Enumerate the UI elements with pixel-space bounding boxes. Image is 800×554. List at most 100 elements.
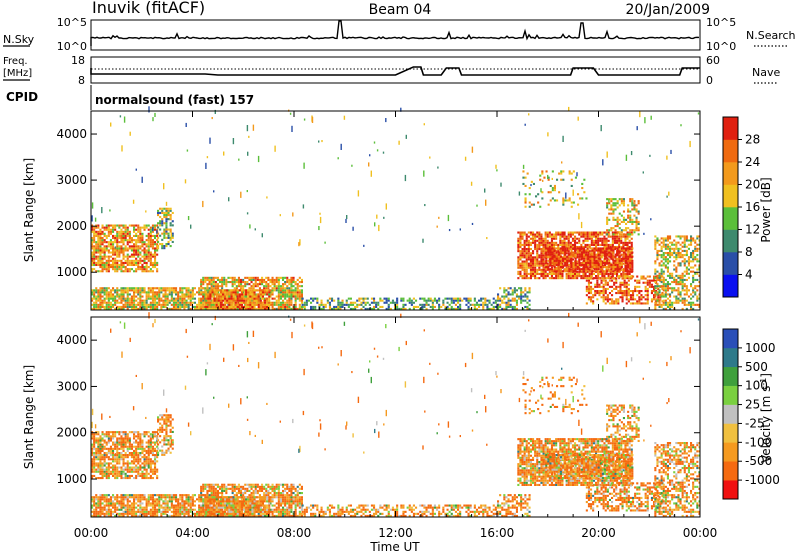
power-cell [578, 231, 581, 234]
power-cell [519, 239, 522, 242]
power-cell [151, 305, 154, 308]
power-cell [525, 256, 528, 259]
power-cell [267, 283, 270, 286]
power-cell [610, 270, 613, 273]
power-cell [696, 297, 699, 300]
power-cell [544, 239, 547, 242]
power-cell [165, 245, 168, 248]
power-cell [345, 301, 348, 304]
power-cell [671, 252, 674, 255]
power-cell [653, 277, 656, 280]
power-cell [187, 297, 190, 300]
power-cell [588, 235, 591, 238]
power-cell [623, 279, 626, 282]
power-cell [566, 257, 569, 260]
power-cell [469, 303, 472, 306]
power-cell [261, 295, 264, 298]
power-cell [570, 257, 573, 260]
power-cell [156, 307, 159, 310]
power-cell [655, 275, 658, 278]
power-cell [145, 234, 148, 237]
power-cell [588, 275, 591, 278]
power-cell [616, 270, 619, 273]
colorbar-swatch [723, 184, 738, 208]
power-cell [298, 285, 301, 288]
power-cell [206, 278, 209, 281]
power-cell [585, 279, 588, 282]
power-cell [219, 293, 222, 296]
power-cell [480, 299, 483, 302]
power-cell [139, 291, 142, 294]
power-cell [521, 237, 524, 240]
power-cell [264, 299, 267, 302]
power-cell [166, 303, 169, 306]
power-cell [627, 247, 630, 250]
power-cell [654, 293, 657, 296]
power-cell [566, 263, 569, 266]
power-cell [328, 307, 331, 310]
power-cell [540, 254, 543, 257]
power-cell [574, 243, 577, 246]
power-cell [151, 287, 154, 290]
power-cell [273, 301, 276, 304]
power-cell [476, 204, 478, 207]
power-cell [607, 235, 610, 238]
power-cell [557, 247, 560, 250]
power-cell [406, 299, 409, 302]
power-cell [666, 239, 669, 242]
power-cell [604, 281, 607, 284]
power-cell [572, 189, 574, 196]
cpid-value: normalsound (fast) 157 [95, 93, 254, 107]
power-cell [95, 249, 98, 252]
power-cell [614, 263, 617, 266]
power-cell [664, 260, 667, 263]
power-cell [294, 301, 297, 304]
power-cell [619, 290, 622, 293]
power-cell [626, 243, 629, 246]
power-cell [557, 233, 560, 236]
power-cell [170, 297, 173, 300]
power-cell [244, 281, 247, 284]
power-cell [485, 199, 487, 206]
power-cell [650, 283, 653, 286]
power-cell [145, 255, 148, 258]
power-cell [118, 241, 121, 244]
power-cell [97, 224, 100, 227]
power-cell [370, 301, 373, 304]
power-cell [230, 297, 233, 300]
power-cell [319, 212, 321, 215]
power-cell [446, 305, 449, 308]
power-cell [206, 303, 209, 306]
power-cell [147, 289, 150, 292]
power-cell [551, 253, 554, 256]
power-cell [279, 303, 282, 306]
power-cell [296, 297, 299, 300]
power-cell [171, 234, 174, 237]
power-cell [547, 251, 550, 254]
power-cell [690, 293, 693, 296]
power-cell [151, 241, 154, 244]
power-cell [578, 263, 581, 266]
power-cell [591, 261, 594, 264]
power-cell [257, 293, 260, 296]
power-cell [339, 301, 342, 304]
power-cell [204, 307, 207, 310]
power-cell [215, 291, 218, 294]
power-cell [696, 278, 699, 281]
power-cell [636, 281, 639, 284]
power-cell [622, 235, 625, 238]
power-cell [303, 118, 306, 121]
power-cell [165, 209, 168, 212]
power-cell [596, 298, 599, 301]
power-cell [635, 218, 638, 221]
power-cell [370, 307, 373, 310]
power-cell [549, 191, 552, 194]
power-cell [687, 276, 690, 279]
power-cell [679, 247, 682, 250]
power-cell [247, 293, 250, 296]
power-cell [263, 287, 266, 290]
power-cell [608, 259, 611, 262]
power-cell [284, 297, 287, 300]
power-cell [664, 289, 667, 292]
power-cell [526, 305, 529, 308]
